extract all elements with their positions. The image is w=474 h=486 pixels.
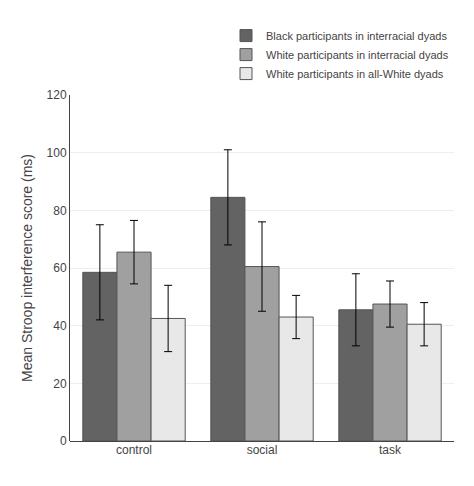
svg-text:Mean Stroop interference score: Mean Stroop interference score (ms) [19,154,35,382]
svg-text:80: 80 [53,204,67,218]
svg-text:White participants in interrac: White participants in interracial dyads [266,49,449,61]
svg-text:control: control [116,443,152,457]
svg-text:40: 40 [53,319,67,333]
svg-text:0: 0 [60,434,67,448]
svg-text:100: 100 [47,146,67,160]
svg-text:Black participants in interrac: Black participants in interracial dyads [266,30,447,42]
svg-text:social: social [247,443,278,457]
svg-text:20: 20 [53,377,67,391]
svg-text:60: 60 [53,261,67,275]
svg-text:White participants in all-Whit: White participants in all-White dyads [266,68,444,80]
svg-text:task: task [379,443,402,457]
svg-text:120: 120 [47,88,67,102]
